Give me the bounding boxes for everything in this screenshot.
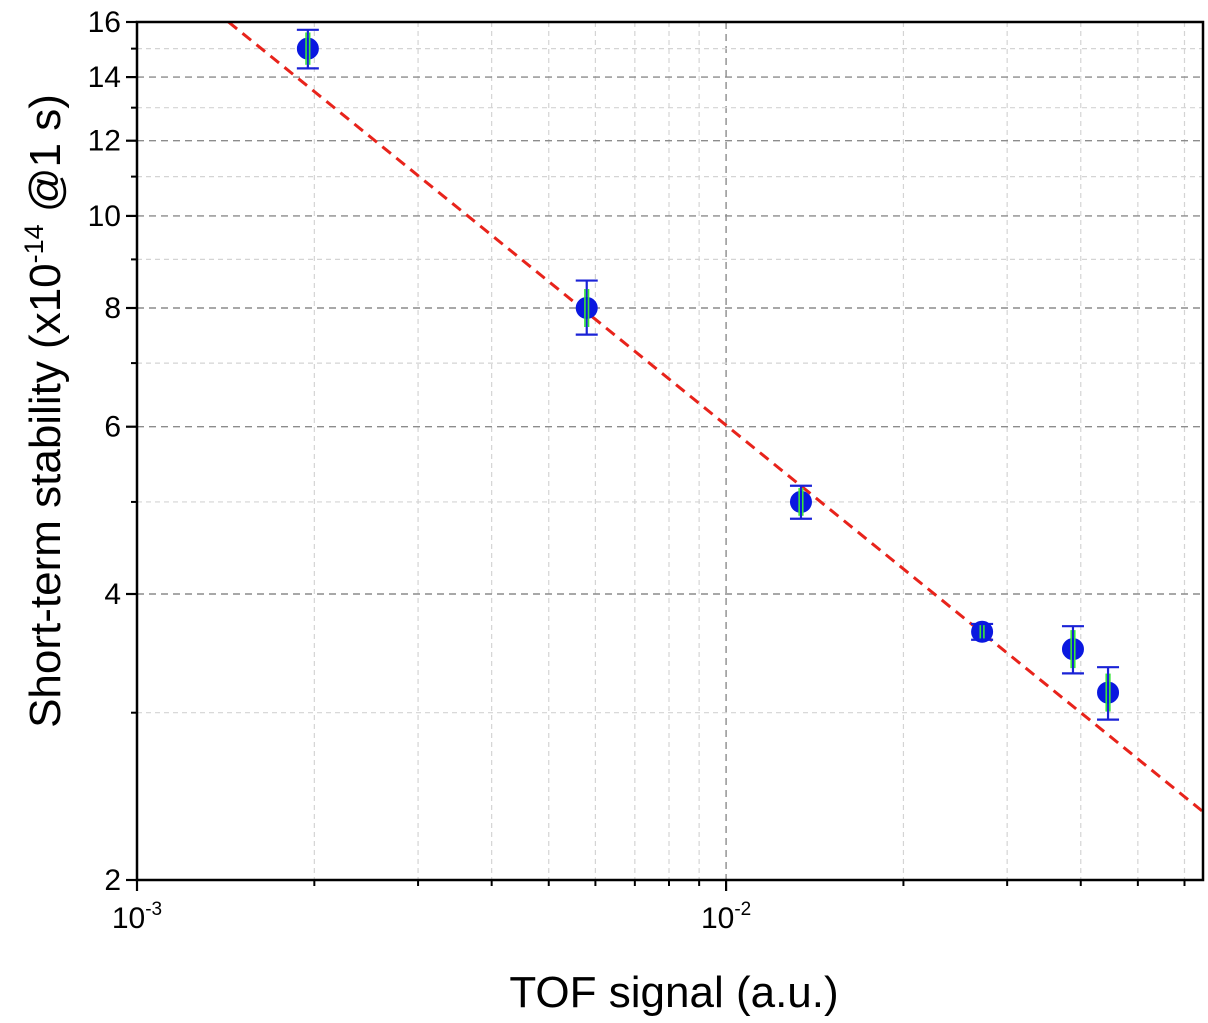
data-points-layer xyxy=(296,28,1120,721)
tick-labels-layer: 2 4 6 8 10 12 14 16 10-3 10-2 xyxy=(88,6,752,935)
y-tick-label: 4 xyxy=(104,578,121,611)
marker xyxy=(1097,681,1120,704)
data-point-2 xyxy=(575,279,598,336)
y-tick-label: 12 xyxy=(88,125,121,158)
data-point-6 xyxy=(1097,666,1120,721)
fit-line xyxy=(227,22,1203,813)
plot-frame xyxy=(135,20,1205,882)
fit-line-layer xyxy=(227,22,1203,813)
axes-layer xyxy=(126,20,1205,891)
marker xyxy=(789,490,812,513)
marker xyxy=(1061,638,1084,661)
y-tick-label: 10 xyxy=(88,200,121,233)
x-tick-label: 10-2 xyxy=(701,899,751,935)
marker xyxy=(296,37,319,60)
x-tick-label: 10-3 xyxy=(112,899,162,935)
y-axis-label: Short-term stability (x10-14 @1 s) xyxy=(19,94,70,728)
data-point-4 xyxy=(971,620,994,643)
y-tick-label: 16 xyxy=(88,6,121,39)
marker xyxy=(971,620,994,643)
grid-layer xyxy=(137,22,1203,880)
data-point-5 xyxy=(1061,625,1084,675)
data-point-3 xyxy=(789,484,812,520)
axis-labels-layer: TOF signal (a.u.) Short-term stability (x… xyxy=(19,94,839,1017)
data-point-1 xyxy=(296,28,319,70)
marker xyxy=(575,297,598,319)
y-tick-label: 6 xyxy=(104,411,121,444)
y-tick-label: 8 xyxy=(104,292,121,325)
y-tick-label: 14 xyxy=(88,61,121,94)
y-tick-label: 2 xyxy=(104,864,121,897)
x-axis-label: TOF signal (a.u.) xyxy=(509,968,838,1017)
